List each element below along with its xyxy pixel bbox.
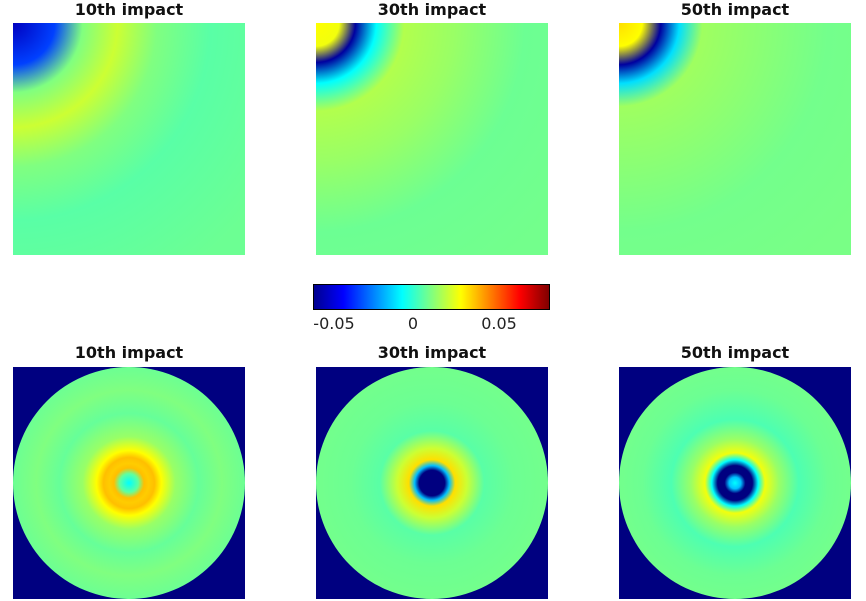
heatmap-svg bbox=[619, 23, 851, 255]
heatmap-bottom-30th bbox=[316, 367, 548, 599]
panel-title-bottom-50th: 50th impact bbox=[680, 343, 790, 362]
heatmap-top-10th bbox=[13, 23, 245, 255]
heatmap-top-50th bbox=[619, 23, 851, 255]
field-quarter bbox=[316, 23, 548, 255]
colorbar-tick-zero: 0 bbox=[407, 314, 419, 333]
field-quarter bbox=[619, 23, 851, 255]
field-disk bbox=[13, 367, 245, 599]
colorbar-tick-neg: -0.05 bbox=[313, 314, 355, 333]
colorbar-tick-pos: 0.05 bbox=[481, 314, 517, 333]
heatmap-bottom-50th bbox=[619, 367, 851, 599]
heatmap-bottom-10th bbox=[13, 367, 245, 599]
heatmap-svg bbox=[619, 367, 851, 599]
field-quarter bbox=[13, 23, 245, 255]
panel-title-top-30th: 30th impact bbox=[377, 0, 487, 19]
panel-title-bottom-30th: 30th impact bbox=[377, 343, 487, 362]
panel-title-top-10th: 10th impact bbox=[74, 0, 184, 19]
heatmap-svg bbox=[13, 23, 245, 255]
panel-title-top-50th: 50th impact bbox=[680, 0, 790, 19]
heatmap-svg bbox=[13, 367, 245, 599]
colorbar bbox=[313, 284, 550, 310]
field-disk bbox=[619, 367, 851, 599]
panel-title-bottom-10th: 10th impact bbox=[74, 343, 184, 362]
heatmap-svg bbox=[316, 367, 548, 599]
heatmap-top-30th bbox=[316, 23, 548, 255]
field-disk bbox=[316, 367, 548, 599]
heatmap-svg bbox=[316, 23, 548, 255]
